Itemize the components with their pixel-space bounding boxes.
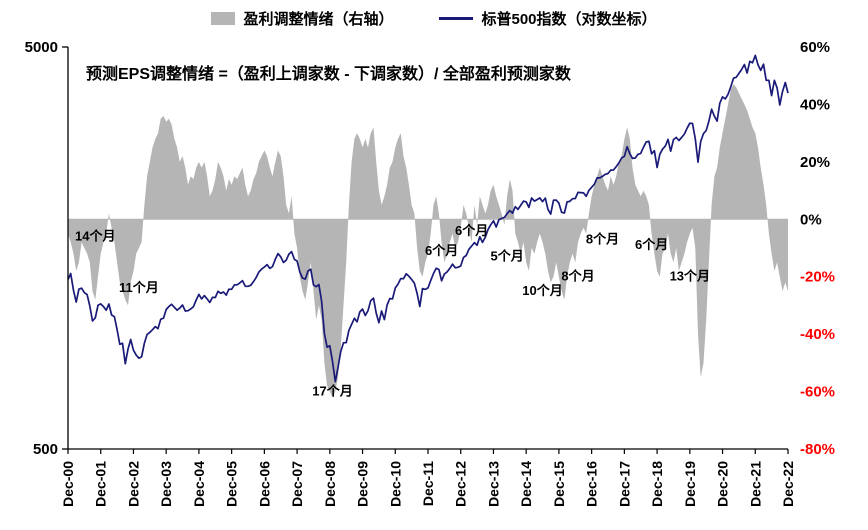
right-tick-label: 20% [800,154,830,171]
x-tick-label: Dec-05 [224,461,240,507]
sp500-line [67,54,789,383]
x-tick-label: Dec-04 [191,461,207,507]
x-tick-label: Dec-03 [158,461,174,507]
x-tick-label: Dec-11 [420,461,436,506]
x-tick-label: Dec-22 [780,461,796,507]
x-tick-label: Dec-13 [485,461,501,507]
legend-area-swatch [211,12,236,25]
x-tick-label: Dec-08 [322,461,338,507]
duration-annotation: 8个月 [586,231,619,246]
duration-annotation: 6个月 [455,223,488,238]
x-tick-label: Dec-02 [125,461,141,507]
x-tick-label: Dec-01 [93,461,109,507]
duration-annotation: 8个月 [561,269,594,284]
right-tick-label: -40% [800,326,835,343]
legend-item-sentiment: 盈利调整情绪（右轴） [211,8,393,29]
right-tick-label: -60% [800,384,835,401]
sentiment-area [68,84,788,398]
x-tick-label: Dec-20 [715,461,731,507]
legend-area-label: 盈利调整情绪（右轴） [243,11,394,28]
duration-annotation: 14个月 [75,229,115,244]
x-tick-label: Dec-18 [649,461,665,507]
duration-annotation: 11个月 [119,280,159,295]
x-tick-label: Dec-16 [584,461,600,507]
x-tick-label: Dec-15 [551,461,567,507]
duration-annotation: 17个月 [312,384,352,399]
left-tick-label: 500 [33,441,58,458]
legend: 盈利调整情绪（右轴） 标普500指数（对数坐标） [0,8,868,29]
right-tick-label: -20% [800,269,835,286]
duration-annotation: 10个月 [522,283,562,298]
left-tick-label: 5000 [25,39,58,56]
right-tick-label: 40% [800,96,830,113]
right-tick-label: -80% [800,441,835,458]
duration-annotation: 6个月 [635,237,668,252]
x-tick-label: Dec-07 [289,461,305,507]
x-tick-label: Dec-14 [518,461,534,507]
formula-annotation: 预测EPS调整情绪 =（盈利上调家数 - 下调家数）/ 全部盈利预测家数 [86,66,571,83]
duration-annotation: 13个月 [670,269,710,284]
duration-annotation: 6个月 [425,243,458,258]
x-tick-label: Dec-17 [616,461,632,507]
x-tick-label: Dec-10 [387,461,403,507]
right-tick-label: 60% [800,39,830,56]
x-tick-label: Dec-12 [453,461,469,507]
legend-line-label: 标普500指数（对数坐标） [481,11,657,28]
x-tick-label: Dec-19 [682,461,698,507]
legend-line-swatch [439,16,474,21]
right-tick-label: 0% [800,211,822,228]
duration-annotation: 5个月 [490,249,523,264]
x-tick-label: Dec-09 [355,461,371,507]
legend-item-sp500: 标普500指数（对数坐标） [439,8,657,29]
x-tick-label: Dec-21 [747,461,763,507]
x-tick-label: Dec-06 [256,461,272,507]
x-tick-label: Dec-00 [60,461,76,507]
